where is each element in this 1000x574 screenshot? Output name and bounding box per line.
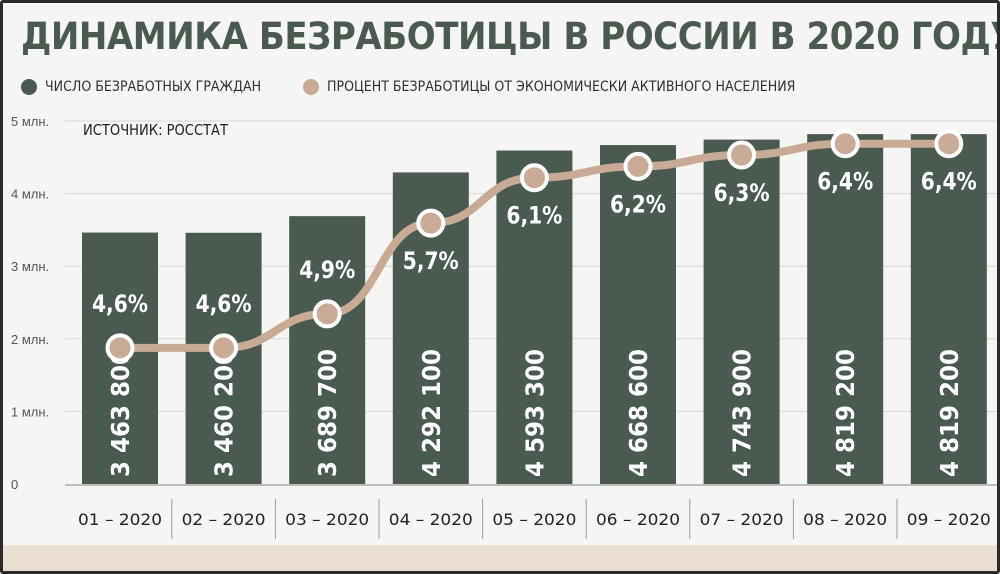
bar-value-label: 4 743 900 [728,349,757,477]
percent-point [727,140,757,170]
x-tick-label: 07 – 2020 [700,510,784,529]
bar [910,134,987,484]
legend-label-bars: ЧИСЛО БЕЗРАБОТНЫХ ГРАЖДАН [45,79,262,95]
bar-value-label: 4 819 200 [935,349,964,477]
percent-label: 6,1% [506,202,562,230]
bar [289,216,366,484]
percent-label: 5,7% [403,247,459,275]
bar-value-label: 4 292 100 [417,349,446,477]
legend: ЧИСЛО БЕЗРАБОТНЫХ ГРАЖДАН ПРОЦЕНТ БЕЗРАБ… [21,75,866,99]
percent-label: 4,9% [299,256,355,284]
percent-point [105,333,135,363]
x-tick-label: 05 – 2020 [492,510,576,529]
y-tick-label: 0 [11,477,18,492]
percent-point [209,333,239,363]
legend-label-line: ПРОЦЕНТ БЕЗРАБОТИЦЫ ОТ ЭКОНОМИЧЕСКИ АКТИ… [327,79,796,95]
percent-label: 4,6% [92,290,148,318]
bar-value-label: 4 593 300 [520,349,549,477]
percent-point [623,151,653,181]
bar [496,150,573,484]
percent-label: 6,4% [921,168,977,196]
percent-label: 6,4% [817,168,873,196]
chart-title: ДИНАМИКА БЕЗРАБОТИЦЫ В РОССИИ В 2020 ГОД… [21,15,1000,58]
legend-item-line: ПРОЦЕНТ БЕЗРАБОТИЦЫ ОТ ЭКОНОМИЧЕСКИ АКТИ… [303,79,847,95]
percent-point [416,208,446,238]
percent-point [519,163,549,193]
y-tick-label: 5 млн. [11,114,49,129]
x-tick-label: 02 – 2020 [182,510,266,529]
percent-label: 6,2% [610,190,666,218]
percent-point [830,129,860,159]
percent-point [312,299,342,329]
bar [807,134,884,484]
bar-value-label: 4 819 200 [831,349,860,477]
y-tick-label: 3 млн. [11,259,49,274]
source-note: ИСТОЧНИК: РОССТАТ [83,121,229,139]
x-tick-label: 04 – 2020 [389,510,473,529]
legend-swatch-bars [21,79,37,95]
x-tick-label: 06 – 2020 [596,510,680,529]
bar-value-label: 3 460 200 [210,349,239,477]
percent-label: 6,3% [714,179,770,207]
legend-item-bars: ЧИСЛО БЕЗРАБОТНЫХ ГРАЖДАН [21,79,285,95]
chart-svg: 0 1 млн. 2 млн. 3 млн. 4 млн. 5 млн. ИСТОЧНИК:… [11,114,997,539]
bar [600,145,676,485]
bar-value-label: 3 463 800 [106,349,135,477]
bar-value-label: 3 689 700 [313,349,342,477]
x-tick-label: 01 – 2020 [78,510,162,529]
percent-line [116,139,953,352]
bar [703,139,780,484]
y-tick-label: 2 млн. [11,332,49,347]
x-tick-label: 09 – 2020 [907,510,991,529]
y-tick-label: 4 млн. [11,187,49,202]
x-tick-label: 03 – 2020 [285,510,369,529]
percent-point [934,129,964,159]
footer-band [3,545,997,571]
x-tick-label: 08 – 2020 [803,510,887,529]
legend-swatch-line [303,79,320,95]
percent-label: 4,6% [196,290,252,318]
bar-value-label: 4 668 600 [624,349,653,477]
y-tick-label: 1 млн. [11,404,49,419]
